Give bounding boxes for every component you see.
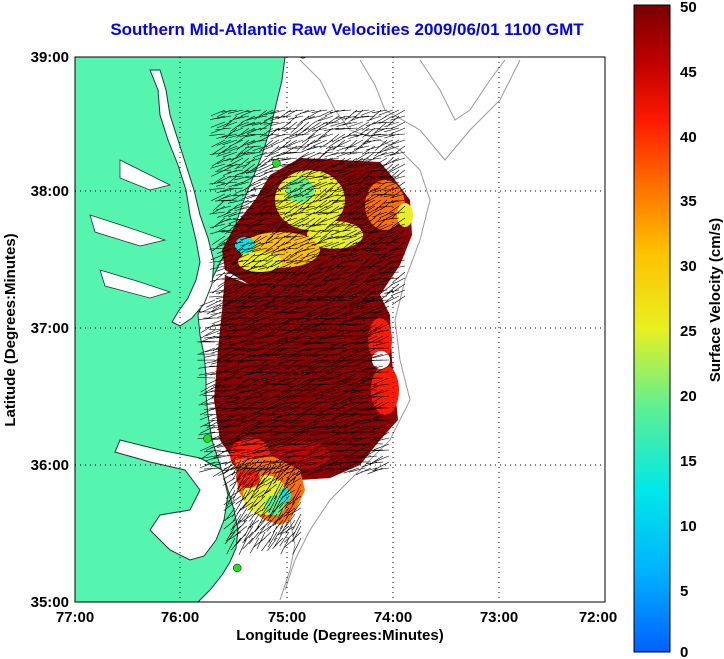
bathymetry-contours [279,59,521,601]
colorbar-tick-label: 30 [680,258,697,275]
x-tick-label: 73:00 [480,609,518,626]
y-tick-label: 39:00 [31,49,69,66]
y-tick-label: 37:00 [31,320,69,337]
colorbar-tick-label: 10 [680,518,697,535]
x-tick-label: 75:00 [268,609,306,626]
station-markers [203,57,307,573]
y-axis-ticks: 39:00 38:00 37:00 36:00 35:00 [31,49,69,611]
x-axis-ticks: 77:00 76:00 75:00 74:00 73:00 72:00 [56,609,617,626]
chesapeake-bay [149,69,215,327]
colorbar-label: Surface Velocity (cm/s) [707,218,724,382]
colorbar-tick-label: 40 [680,129,697,146]
velocity-vectors [197,109,406,556]
vector-arrows [197,109,406,556]
x-tick-label: 76:00 [161,609,199,626]
colorbar-tick-label: 45 [680,64,697,81]
colorbar-tick-label: 35 [680,193,697,210]
colorbar [633,4,671,653]
station-marker [272,159,281,168]
colorbar-ticks: 50 45 40 35 30 25 20 15 10 5 0 [680,0,697,659]
y-tick-label: 36:00 [31,457,69,474]
colorbar-tick-label: 0 [680,644,688,659]
colorbar-tick-label: 20 [680,388,697,405]
x-tick-label: 77:00 [56,609,94,626]
map-grid [75,57,605,602]
station-marker [203,434,212,443]
colorbar-tick-label: 15 [680,453,697,470]
map-plot-area [75,57,605,602]
y-tick-label: 38:00 [31,183,69,200]
x-tick-label: 72:00 [579,609,617,626]
map-title: Southern Mid-Atlantic Raw Velocities 200… [110,20,584,39]
y-tick-label: 35:00 [31,594,69,611]
land-region [75,57,286,602]
colorbar-tick-label: 5 [680,583,688,600]
plot-frame [74,56,606,603]
colorbar-tick-label: 25 [680,323,697,340]
x-tick-label: 74:00 [374,609,412,626]
colorbar-tick-label: 50 [680,0,697,16]
y-axis-label: Latitude (Degrees:Minutes) [2,233,19,426]
station-marker [232,563,242,573]
x-axis-label: Longitude (Degrees:Minutes) [236,627,444,644]
